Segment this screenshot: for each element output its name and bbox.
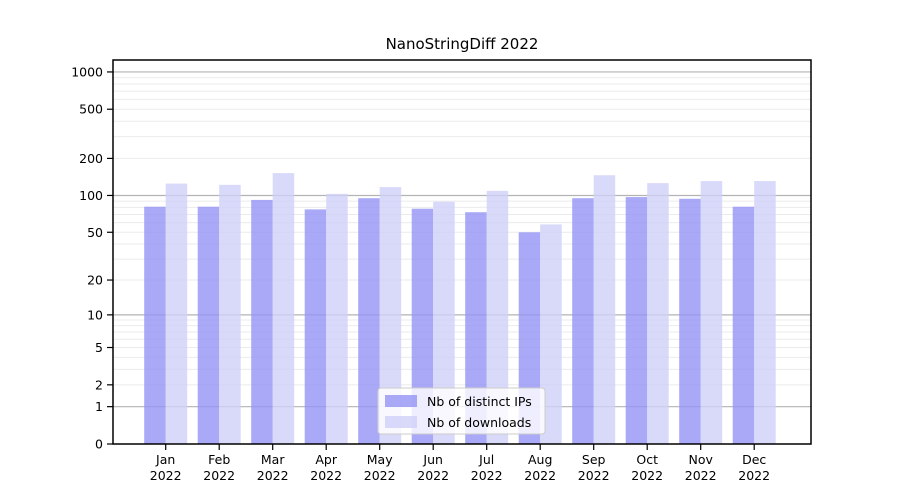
bar-downloads-apr [326,193,348,444]
legend-swatch-downloads [385,416,417,428]
bar-ips-jan [144,206,166,444]
x-tick-label-month: Nov [688,452,713,467]
y-tick-label: 50 [87,225,103,240]
x-tick-label-month: Dec [742,452,766,467]
chart-title: NanoStringDiff 2022 [386,35,539,53]
legend-label: Nb of downloads [427,415,531,430]
bar-ips-mar [251,199,273,444]
y-tick-label: 100 [79,188,103,203]
legend-box [377,387,546,435]
x-tick-label-year: 2022 [417,468,449,483]
bars [144,173,776,445]
x-tick-label-month: Oct [636,452,658,467]
x-tick-label-month: Jan [155,452,175,467]
legend: Nb of distinct IPs Nb of downloads [377,387,546,435]
y-tick-label: 500 [79,102,103,117]
x-tick-label-month: Feb [208,452,230,467]
bar-downloads-may [379,187,402,445]
x-tick-label-year: 2022 [203,468,235,483]
x-tick-label-month: May [367,452,393,467]
x-tick-label-month: Apr [315,452,337,467]
y-tick-label: 0 [95,437,103,452]
plot-border [112,59,812,445]
x-tick-label-year: 2022 [631,468,663,483]
x-tick-label-year: 2022 [578,468,610,483]
legend-label: Nb of distinct IPs [427,394,532,409]
y-tick-label: 20 [87,273,103,288]
x-tick-label-year: 2022 [310,468,342,483]
x-tick-label-year: 2022 [685,468,717,483]
bar-ips-oct [625,197,648,444]
bar-downloads-sep [593,175,616,444]
y-tick-label: 200 [79,151,103,166]
bar-downloads-oct [647,183,669,444]
bar-downloads-mar [272,173,295,444]
x-tick-label-year: 2022 [524,468,556,483]
x-tick-label-month: Mar [261,452,285,467]
bar-ips-may [358,198,380,444]
bar-downloads-dec [754,181,776,444]
bar-downloads-jun [433,201,455,444]
y-tick-label: 10 [87,307,103,322]
bar-ips-dec [732,206,755,444]
x-tick-label-month: Jun [422,452,443,467]
x-tick-label-month: Jul [478,452,494,467]
x-tick-label-year: 2022 [150,468,182,483]
x-tick-label-month: Sep [582,452,606,467]
x-tick-label-month: Aug [528,452,552,467]
bar-ips-jun [411,208,434,444]
bar-ips-nov [679,198,701,444]
bar-downloads-aug [540,224,562,444]
bar-ips-apr [304,209,327,444]
x-tick-label-year: 2022 [738,468,770,483]
bar-downloads-jan [165,183,188,444]
bar-ips-feb [197,206,220,444]
x-tick-label-year: 2022 [257,468,289,483]
x-tick-label-year: 2022 [471,468,503,483]
bar-ips-jul [465,212,487,444]
bar-downloads-jul [486,190,509,444]
bar-downloads-nov [700,181,723,444]
x-tick-label-year: 2022 [364,468,396,483]
y-tick-label: 1 [95,399,103,414]
axes: 01251020501002005001000Jan2022Feb2022Mar… [71,59,812,483]
legend-swatch-ips [385,395,417,407]
y-tick-label: 1000 [71,64,103,79]
bar-ips-sep [572,198,594,444]
bar-downloads-feb [219,184,241,445]
y-tick-label: 2 [95,377,103,392]
y-tick-label: 5 [95,340,103,355]
